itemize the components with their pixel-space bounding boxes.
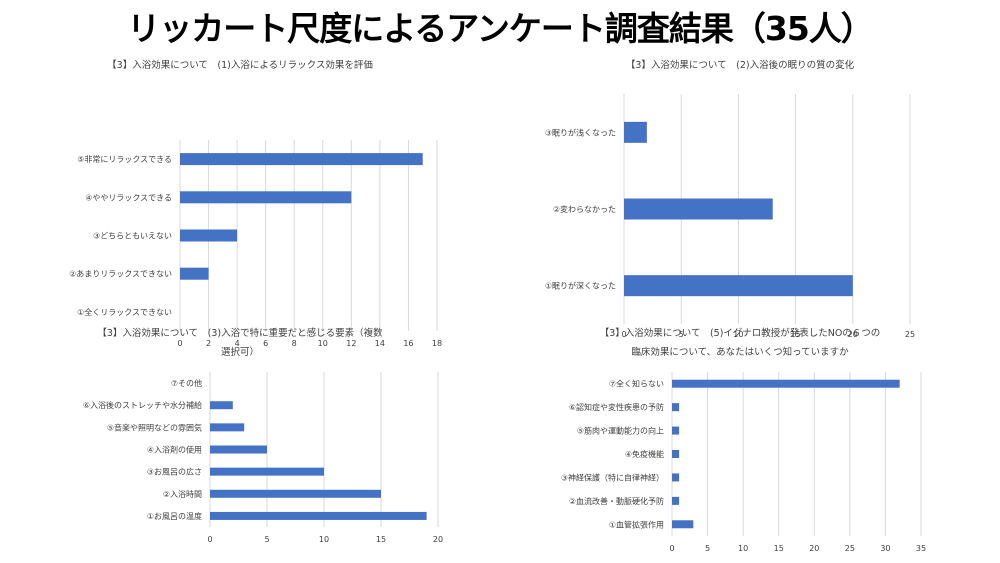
- x-tick-label: 15: [774, 544, 784, 553]
- category-label: ①全くリラックスできない: [77, 307, 172, 317]
- category-label: ②あまりリラックスできない: [69, 270, 172, 279]
- x-tick-label: 10: [733, 330, 743, 339]
- x-tick-label: 18: [432, 339, 442, 348]
- chart-title-line-1: 【3】入浴効果について (3)入浴で特に重要だと感じる要素（複数: [97, 328, 383, 339]
- category-label: ⑦その他: [171, 378, 202, 388]
- chart-title-line-2: 選択可）: [220, 347, 259, 358]
- chart-sleep-quality: 【3】入浴効果について (2)入浴後の眠りの質の変化 0 5 10 15 20 25 ③眠り…: [500, 54, 980, 339]
- x-tick-label: 5: [264, 535, 269, 544]
- page-title: リッカート尺度によるアンケート調査結果（35人）: [127, 9, 874, 48]
- x-tick-label: 10: [738, 544, 748, 553]
- bar: [210, 489, 381, 498]
- bar: [210, 467, 324, 476]
- bar: [624, 198, 773, 220]
- bar: [180, 191, 352, 204]
- x-tick-label: 15: [791, 330, 801, 339]
- bar: [672, 473, 680, 482]
- chart-title: 【3】入浴効果について (2)入浴後の眠りの質の変化: [625, 60, 855, 71]
- chart-title: 【3】入浴効果について (1)入浴によるリラックス効果を評価: [107, 60, 373, 71]
- x-tick-label: 25: [905, 330, 915, 339]
- category-label: ⑥入浴後のストレッチや水分補給: [83, 400, 202, 410]
- x-tick-label: 14: [375, 339, 385, 348]
- x-tick-label: 5: [705, 544, 710, 553]
- bar: [210, 423, 245, 432]
- chart-title-line-1: 【3】入浴効果について (5)イグナロ教授が発表したNOの６つの: [599, 328, 881, 339]
- category-label: ②血流改善・動脈硬化予防: [569, 496, 664, 506]
- bar: [210, 401, 233, 410]
- category-label: ①血管拡張作用: [609, 519, 664, 529]
- bar: [180, 267, 209, 280]
- chart-title-line-2: 臨床効果について、あなたはいくつ知っていますか: [631, 347, 849, 358]
- category-label: ③お風呂の広さ: [147, 467, 202, 477]
- x-tick-label: 4: [235, 339, 240, 348]
- category-label: ④ややリラックスできる: [85, 193, 172, 202]
- category-label: ⑤筋肉や運動能力の向上: [577, 426, 664, 436]
- bar: [624, 275, 853, 297]
- x-tick-label: 0: [621, 330, 626, 339]
- x-tick-label: 6: [263, 339, 268, 348]
- x-tick-label: 10: [318, 339, 328, 348]
- category-label: ②入浴時間: [163, 489, 202, 499]
- category-label: ①お風呂の温度: [147, 511, 202, 521]
- bar: [672, 426, 680, 435]
- bar: [672, 403, 680, 412]
- chart-svg: 0 2 4 6 8 10 12 14 16 18 ⑤非常にリラックスできる ④ややリラックスできる ③ど…: [69, 140, 442, 348]
- x-tick-label: 30: [880, 544, 890, 553]
- chart-important-factors: 【3】入浴効果について (3)入浴で特に重要だと感じる要素（複数 選択可） 0 5…: [0, 322, 480, 562]
- category-label: ③神経保護（特に自律神経）: [561, 472, 664, 482]
- category-label: ⑥認知症や変性疾患の予防: [569, 402, 664, 412]
- x-tick-label: 2: [206, 339, 211, 348]
- bar: [180, 153, 423, 166]
- x-tick-label: 0: [669, 544, 674, 553]
- bar: [210, 511, 427, 520]
- bar: [672, 496, 680, 505]
- x-tick-label: 20: [433, 535, 443, 544]
- chart-svg: 0 5 10 15 20 25 ③眠りが浅くなった ②変わらなかった ①眠りが深くなった: [545, 94, 915, 339]
- x-tick-label: 5: [679, 330, 684, 339]
- x-tick-label: 16: [403, 339, 413, 348]
- x-tick-label: 20: [809, 544, 819, 553]
- chart-no-clinical-effects: 【3】入浴効果について (5)イグナロ教授が発表したNOの６つの 臨床効果につい…: [500, 322, 980, 562]
- bar: [672, 379, 900, 388]
- category-label: ⑤音楽や照明などの雰囲気: [107, 422, 202, 432]
- bar: [672, 520, 694, 529]
- x-tick-label: 0: [177, 339, 182, 348]
- x-tick-label: 15: [376, 535, 386, 544]
- x-tick-label: 25: [845, 544, 855, 553]
- bar: [672, 450, 680, 458]
- category-label: ③眠りが浅くなった: [545, 127, 616, 137]
- category-label: ④入浴剤の使用: [147, 445, 202, 455]
- category-label: ⑤非常にリラックスできる: [77, 154, 172, 164]
- x-tick-label: 8: [292, 339, 297, 348]
- bar: [180, 229, 238, 242]
- category-label: ①眠りが深くなった: [545, 281, 616, 291]
- x-tick-label: 10: [319, 535, 329, 544]
- bar: [210, 445, 267, 454]
- x-tick-label: 0: [207, 535, 212, 544]
- category-label: ③どちらともいえない: [93, 232, 172, 241]
- category-label: ②変わらなかった: [553, 204, 616, 214]
- category-label: ④免疫機能: [625, 449, 664, 459]
- bar: [624, 121, 647, 143]
- category-label: ⑦全く知らない: [609, 379, 664, 389]
- chart-svg: 0 5 10 15 20 25 30 35 ⑦全く知らない ⑥認知症や変性疾患の予防 ⑤筋肉や運動能…: [561, 372, 926, 553]
- x-tick-label: 12: [346, 339, 356, 348]
- x-tick-label: 35: [916, 544, 926, 553]
- x-tick-label: 20: [848, 330, 858, 339]
- chart-relaxation: 【3】入浴効果について (1)入浴によるリラックス効果を評価 0 2 4 6 8 10 12…: [0, 54, 480, 348]
- chart-svg: 0 5 10 15 20 ⑦その他 ⑥入浴後のストレッチや水分補給 ⑤音楽や照明などの雰囲気 ④…: [83, 372, 443, 544]
